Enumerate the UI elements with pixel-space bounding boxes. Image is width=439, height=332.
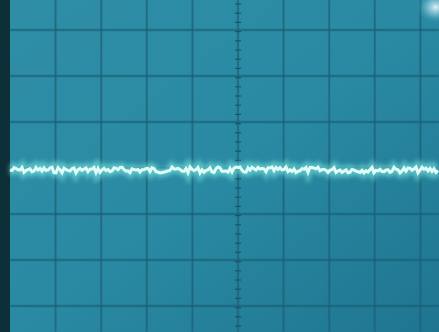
oscilloscope-screen [0, 0, 439, 332]
page: {} (() => { const svg = document.querySe… [0, 0, 439, 332]
glare [330, 0, 439, 90]
